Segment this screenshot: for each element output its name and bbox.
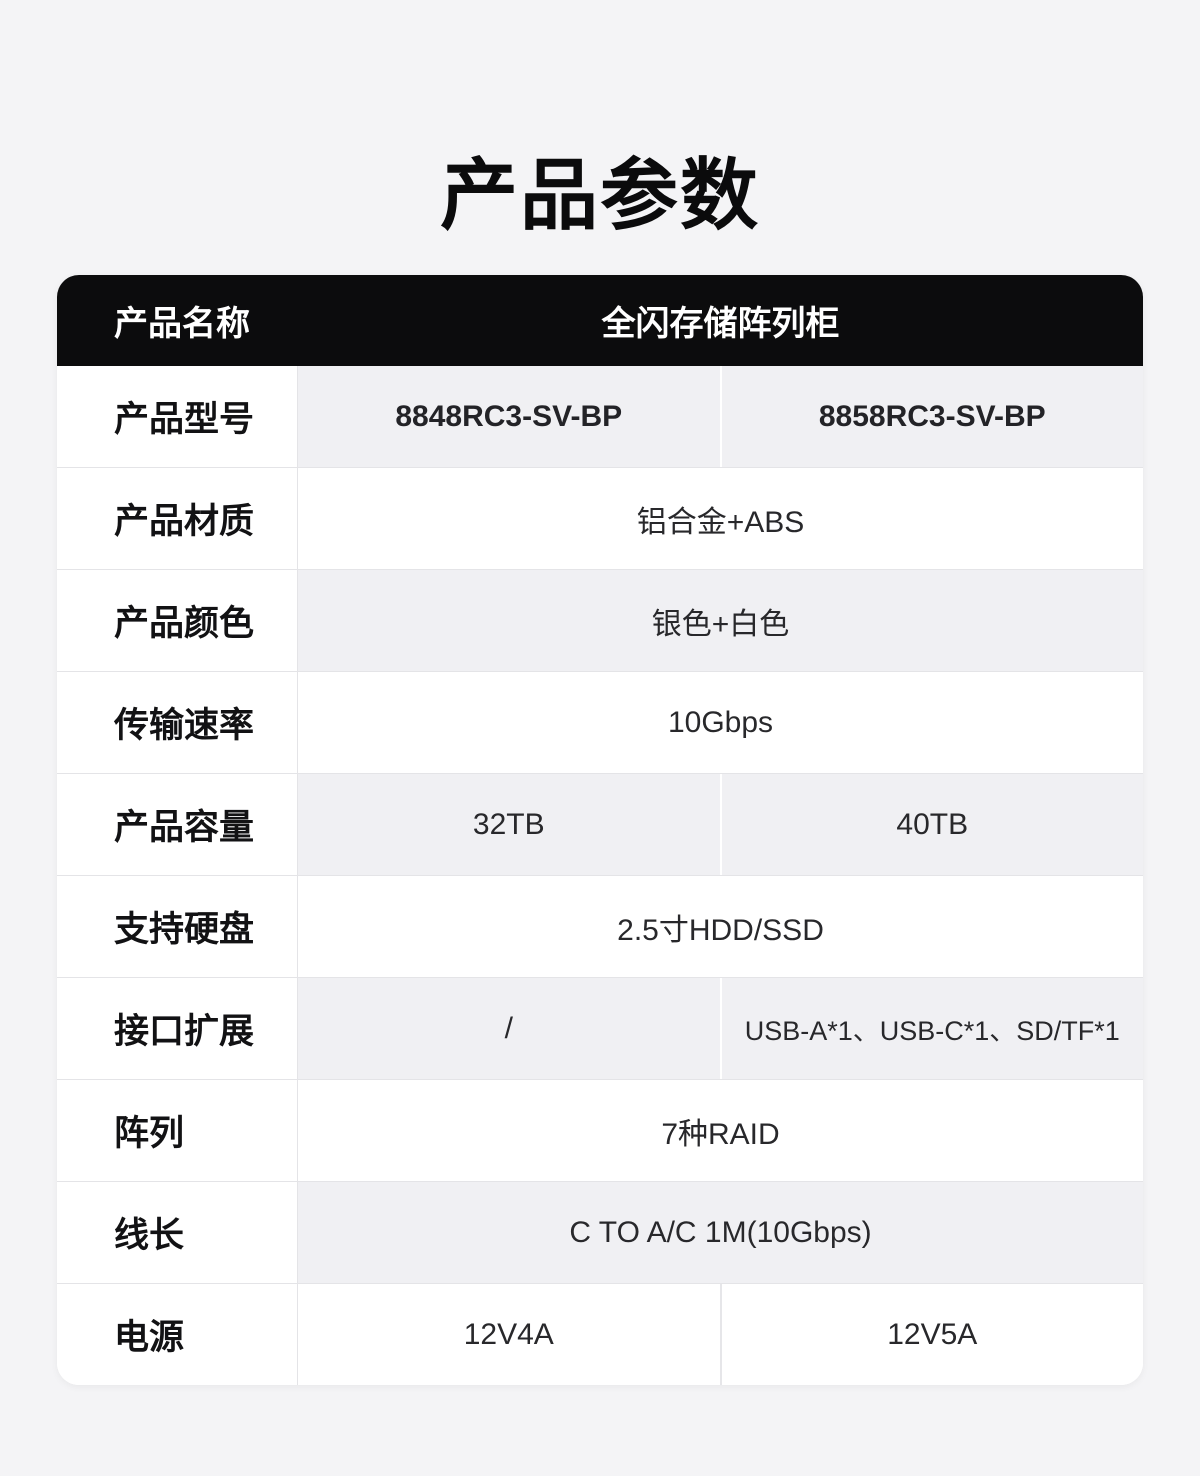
spec-row-disk-support: 支持硬盘 2.5寸HDD/SSD (57, 875, 1143, 977)
row-label: 线长 (57, 1182, 298, 1283)
row-label: 产品材质 (57, 468, 298, 569)
spec-value-cell: 40TB (719, 774, 1144, 875)
spec-row-interface: 接口扩展 / USB-A*1、USB-C*1、SD/TF*1 (57, 977, 1143, 1079)
spec-value-cell: 7种RAID (661, 1117, 780, 1151)
spec-row-power: 电源 12V4A 12V5A (57, 1283, 1143, 1385)
row-label: 产品颜色 (57, 570, 298, 671)
spec-value-cell: 银色+白色 (651, 607, 790, 641)
row-label: 传输速率 (57, 672, 298, 773)
spec-value-cell: USB-A*1、USB-C*1、SD/TF*1 (719, 978, 1144, 1079)
spec-row-raid: 阵列 7种RAID (57, 1079, 1143, 1181)
spec-row-model: 产品型号 8848RC3-SV-BP 8858RC3-SV-BP (57, 366, 1143, 467)
row-label: 产品型号 (57, 366, 298, 467)
row-label: 产品容量 (57, 774, 298, 875)
row-label: 支持硬盘 (57, 876, 298, 977)
row-label: 阵列 (57, 1080, 298, 1181)
spec-value-cell: 8858RC3-SV-BP (719, 366, 1144, 467)
spec-row-speed: 传输速率 10Gbps (57, 671, 1143, 773)
spec-value-cell: 2.5寸HDD/SSD (617, 913, 824, 947)
spec-table-header: 产品名称 全闪存储阵列柜 (57, 275, 1143, 366)
spec-value-cell: 8848RC3-SV-BP (395, 399, 623, 433)
row-label: 电源 (57, 1284, 298, 1385)
spec-row-capacity: 产品容量 32TB 40TB (57, 773, 1143, 875)
row-label: 接口扩展 (57, 978, 298, 1079)
spec-table-card: 产品名称 全闪存储阵列柜 产品型号 8848RC3-SV-BP 8858RC3-… (57, 275, 1143, 1385)
spec-row-cable-length: 线长 C TO A/C 1M(10Gbps) (57, 1181, 1143, 1283)
page-title: 产品参数 (439, 151, 760, 240)
spec-value-cell: 12V4A (463, 1317, 554, 1351)
spec-row-material: 产品材质 铝合金+ABS (57, 467, 1143, 569)
spec-row-color: 产品颜色 银色+白色 (57, 569, 1143, 671)
spec-value-cell: / (504, 1011, 513, 1045)
spec-value-cell: 32TB (472, 807, 545, 841)
spec-value-cell: 铝合金+ABS (636, 505, 805, 539)
spec-value-cell: 10Gbps (667, 705, 774, 739)
header-label: 产品名称 (114, 305, 250, 343)
spec-value-cell: 12V5A (719, 1284, 1144, 1385)
spec-value-cell: C TO A/C 1M(10Gbps) (569, 1215, 872, 1249)
header-product-name: 全闪存储阵列柜 (601, 305, 840, 343)
